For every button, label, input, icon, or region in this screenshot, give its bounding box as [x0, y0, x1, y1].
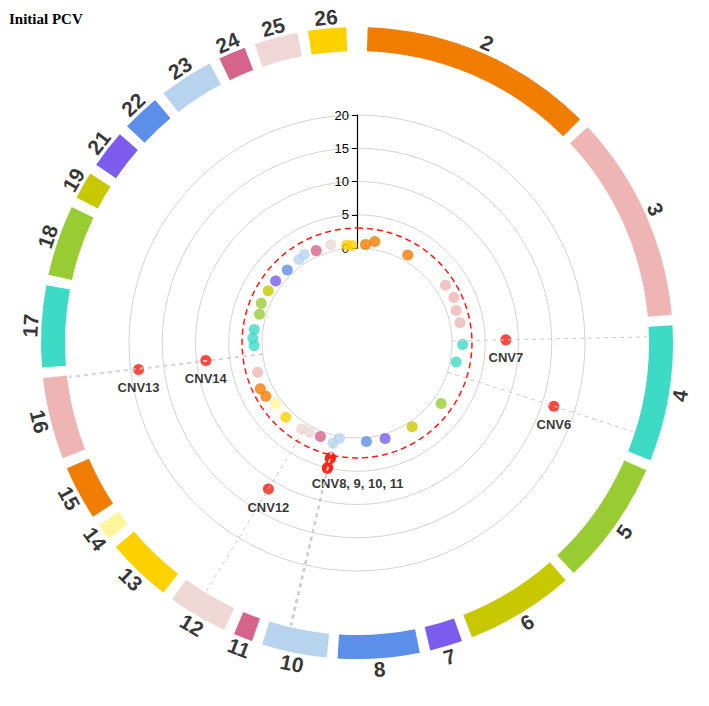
svg-text:14: 14 — [79, 523, 112, 556]
svg-text:3: 3 — [643, 199, 669, 219]
svg-text:CNV14: CNV14 — [185, 371, 228, 386]
svg-text:12: 12 — [176, 609, 208, 641]
svg-text:CNV12: CNV12 — [247, 500, 289, 515]
svg-text:25: 25 — [259, 13, 288, 41]
svg-text:19: 19 — [58, 164, 90, 196]
svg-text:13: 13 — [114, 563, 147, 596]
svg-text:20: 20 — [335, 108, 349, 123]
svg-text:15: 15 — [54, 482, 85, 514]
svg-text:CNV7: CNV7 — [488, 350, 523, 365]
svg-text:21: 21 — [83, 126, 116, 159]
svg-text:17: 17 — [18, 313, 42, 338]
svg-text:5: 5 — [342, 207, 349, 222]
svg-text:10: 10 — [335, 174, 349, 189]
svg-text:15: 15 — [335, 141, 349, 156]
svg-text:23: 23 — [164, 52, 196, 84]
svg-text:22: 22 — [117, 88, 150, 121]
svg-text:11: 11 — [224, 633, 253, 663]
svg-text:CNV13: CNV13 — [118, 380, 160, 395]
svg-text:CNV8, 9, 10, 11: CNV8, 9, 10, 11 — [311, 475, 404, 491]
svg-text:6: 6 — [516, 609, 538, 635]
svg-text:18: 18 — [33, 222, 62, 252]
svg-text:16: 16 — [26, 407, 54, 435]
svg-text:CNV6: CNV6 — [536, 417, 571, 432]
svg-text:26: 26 — [313, 5, 338, 30]
svg-text:10: 10 — [278, 650, 305, 677]
svg-text:24: 24 — [212, 27, 243, 57]
svg-text:8: 8 — [373, 657, 387, 681]
svg-text:4: 4 — [667, 388, 692, 404]
svg-text:Initial PCV: Initial PCV — [9, 11, 83, 27]
svg-text:5: 5 — [611, 520, 637, 543]
svg-text:7: 7 — [441, 644, 459, 669]
svg-text:2: 2 — [477, 30, 497, 56]
